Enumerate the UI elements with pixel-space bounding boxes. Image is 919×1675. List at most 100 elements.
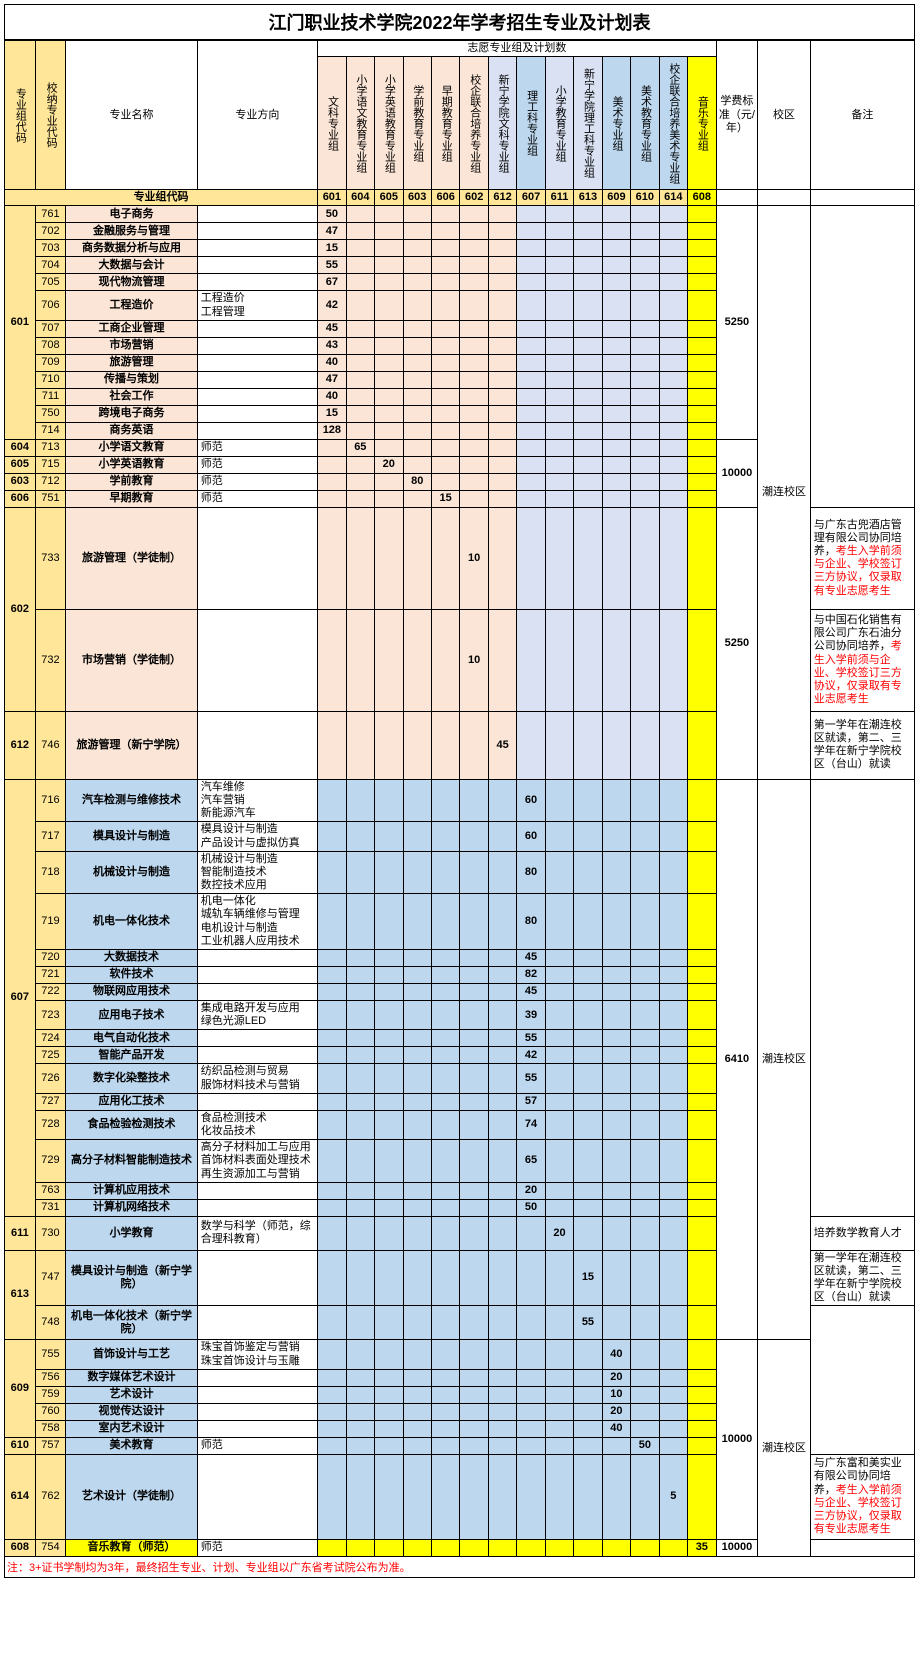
plan-value: 80 <box>517 851 545 894</box>
plan-value <box>375 894 403 950</box>
internal-code: 729 <box>35 1140 66 1183</box>
plan-value: 15 <box>574 1250 602 1306</box>
plan-value <box>431 1110 459 1139</box>
plan-value <box>517 337 545 354</box>
plan-value <box>403 1182 431 1199</box>
plan-value <box>517 1403 545 1420</box>
plan-value <box>659 439 687 456</box>
plan-value <box>631 320 659 337</box>
plan-value <box>403 1420 431 1437</box>
internal-code: 708 <box>35 337 66 354</box>
plan-value <box>318 1110 346 1139</box>
plan-value <box>631 223 659 240</box>
plan-value <box>403 1369 431 1386</box>
plan-value <box>375 609 403 711</box>
plan-value <box>602 206 630 223</box>
plan-value <box>602 1140 630 1183</box>
plan-value: 43 <box>318 337 346 354</box>
plan-value <box>545 609 573 711</box>
plan-value <box>488 984 516 1001</box>
major-name: 艺术设计（学徒制） <box>66 1454 197 1539</box>
plan-value <box>318 1306 346 1340</box>
internal-code: 761 <box>35 206 66 223</box>
plan-value <box>318 967 346 984</box>
plan-value <box>460 388 488 405</box>
plan-value <box>403 240 431 257</box>
plan-value <box>688 609 717 711</box>
plan-value <box>346 354 374 371</box>
plan-value <box>659 371 687 388</box>
plan-value <box>318 894 346 950</box>
plan-value <box>631 894 659 950</box>
plan-value: 55 <box>318 257 346 274</box>
plan-value <box>602 439 630 456</box>
plan-value <box>574 507 602 609</box>
plan-value <box>431 984 459 1001</box>
plan-value <box>460 206 488 223</box>
plan-value <box>574 822 602 851</box>
internal-code: 706 <box>35 291 66 320</box>
plan-value: 50 <box>318 206 346 223</box>
internal-code: 714 <box>35 422 66 439</box>
plan-value <box>346 490 374 507</box>
plan-value <box>460 1340 488 1369</box>
plan-value <box>431 609 459 711</box>
plan-value <box>631 1093 659 1110</box>
group-code: 611 <box>5 1216 36 1250</box>
major-dir <box>197 223 317 240</box>
remark: 与广东古兜酒店管理有限公司协同培养，考生入学前须与企业、学校签订三方协议，仅录取… <box>810 507 914 609</box>
plan-value <box>545 894 573 950</box>
plan-value <box>631 1110 659 1139</box>
internal-code: 726 <box>35 1064 66 1093</box>
plan-value <box>545 223 573 240</box>
plan-value <box>460 1199 488 1216</box>
plan-value <box>659 1437 687 1454</box>
plan-value <box>460 822 488 851</box>
campus: 潮连校区 <box>758 206 811 779</box>
plan-value <box>659 822 687 851</box>
plan-value <box>431 1454 459 1539</box>
plan-value <box>346 206 374 223</box>
plan-value <box>659 257 687 274</box>
plan-value <box>460 1047 488 1064</box>
plan-value <box>545 1182 573 1199</box>
plan-value <box>659 422 687 439</box>
major-name: 食品检验检测技术 <box>66 1110 197 1139</box>
plan-value <box>545 779 573 822</box>
plan-value <box>346 1093 374 1110</box>
plan-value <box>460 851 488 894</box>
hdr-major-name: 专业名称 <box>66 41 197 190</box>
plan-value <box>460 456 488 473</box>
major-dir: 纺织品检测与贸易 服饰材料技术与营销 <box>197 1064 317 1093</box>
major-name: 高分子材料智能制造技术 <box>66 1140 197 1183</box>
major-dir: 师范 <box>197 439 317 456</box>
plan-value <box>346 1403 374 1420</box>
plan-value <box>545 1369 573 1386</box>
plan-value <box>403 609 431 711</box>
plan-value <box>659 1250 687 1306</box>
plan-value <box>545 274 573 291</box>
plan-value <box>488 1093 516 1110</box>
remark <box>810 1539 914 1556</box>
plan-value <box>460 422 488 439</box>
plan-value: 40 <box>602 1340 630 1369</box>
plan-value <box>431 1369 459 1386</box>
major-dir <box>197 507 317 609</box>
plan-value <box>688 1110 717 1139</box>
plan-value <box>688 1216 717 1250</box>
plan-value <box>631 456 659 473</box>
plan-value <box>431 388 459 405</box>
plan-value <box>346 1064 374 1093</box>
plan-value <box>431 851 459 894</box>
internal-code: 721 <box>35 967 66 984</box>
group-code: 604 <box>5 439 36 456</box>
internal-code: 730 <box>35 1216 66 1250</box>
plan-value <box>688 1030 717 1047</box>
plan-value <box>375 1340 403 1369</box>
plan-value <box>346 371 374 388</box>
plan-value <box>688 1047 717 1064</box>
plan-value: 5 <box>659 1454 687 1539</box>
plan-value <box>631 1182 659 1199</box>
plan-value <box>574 1437 602 1454</box>
plan-value <box>346 894 374 950</box>
